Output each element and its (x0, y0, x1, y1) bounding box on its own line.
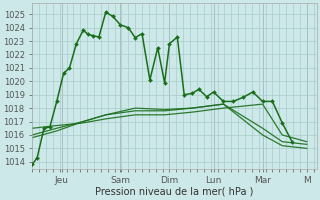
X-axis label: Pression niveau de la mer( hPa ): Pression niveau de la mer( hPa ) (95, 187, 253, 197)
